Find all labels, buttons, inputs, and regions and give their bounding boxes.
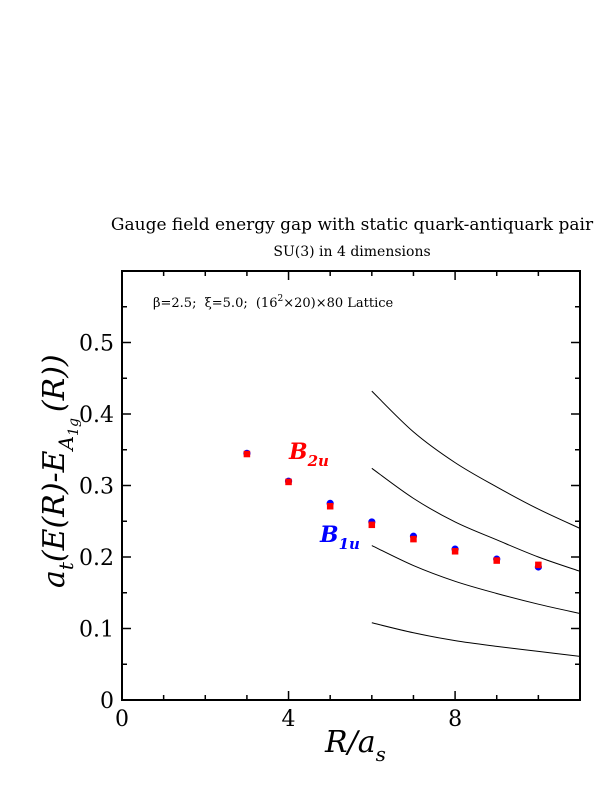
curves-layer: [371, 390, 581, 657]
data-point-b2u: [410, 535, 417, 543]
lattice-size-open: (16: [256, 296, 278, 311]
points-layer: [243, 449, 542, 571]
beta-value: β=2.5;: [153, 296, 196, 311]
chart-title: Gauge field energy gap with static quark…: [111, 215, 594, 235]
y-tick-label: 0.1: [79, 618, 114, 643]
series-label-b2u-sub: 2u: [307, 452, 329, 470]
data-point-b2u: [285, 478, 292, 486]
series-label-b1u-main: B: [319, 522, 339, 548]
y-tick-label: 0.4: [79, 403, 114, 428]
y-tick-label: 0.3: [79, 475, 114, 500]
level-curve: [371, 622, 581, 657]
level-curve: [371, 467, 581, 572]
series-label-b2u: B2u: [288, 439, 329, 470]
x-tick-label: 0: [115, 707, 129, 732]
lattice-size-superscript: 2: [277, 294, 283, 304]
series-label-b2u-main: B: [288, 439, 308, 465]
x-tick-label: 8: [448, 707, 462, 732]
y-tick-label: 0: [100, 689, 114, 714]
data-point-b2u: [326, 502, 334, 510]
y-axis-label: at(E(R)-EA1g (R)): [37, 354, 82, 588]
data-point-b2u: [535, 561, 542, 569]
x-axis-label-main: R/a: [324, 725, 376, 760]
data-point-b2u: [243, 450, 251, 458]
y-axis-label-lead-sub: t: [54, 561, 78, 570]
data-point-b2u: [451, 548, 459, 555]
chart-subtitle: SU(3) in 4 dimensions: [273, 244, 430, 260]
y-axis-label-main: (E(R)-E: [37, 450, 72, 562]
series-label-b1u: B1u: [319, 522, 360, 553]
y-axis-label-lead: a: [37, 570, 72, 588]
x-tick-label: 4: [282, 707, 296, 732]
y-tick-label: 0.5: [79, 332, 114, 357]
lattice-size-rest: ×20)×80 Lattice: [283, 296, 393, 311]
level-curve: [371, 390, 581, 529]
x-axis-label: R/as: [324, 725, 386, 766]
y-axis-label-main-subsub: 1g: [66, 418, 82, 436]
ticks-layer: 0 4 8 0 0.1 0.2 0.3 0.4 0.5: [79, 270, 581, 732]
plot-frame: [121, 270, 581, 701]
data-point-b2u: [368, 521, 376, 529]
y-axis-label-main-sub: A: [54, 436, 78, 452]
y-axis-label-tail: (R)): [37, 354, 72, 412]
x-axis-label-sub: s: [376, 742, 386, 766]
lattice-parameters: β=2.5; ξ=5.0; (162×20)×80 Lattice: [153, 294, 394, 311]
series-label-b1u-sub: 1u: [339, 535, 360, 553]
xi-value: ξ=5.0;: [205, 296, 248, 311]
data-point-b2u: [493, 557, 500, 564]
level-curve: [371, 545, 581, 614]
y-tick-label: 0.2: [79, 546, 114, 571]
